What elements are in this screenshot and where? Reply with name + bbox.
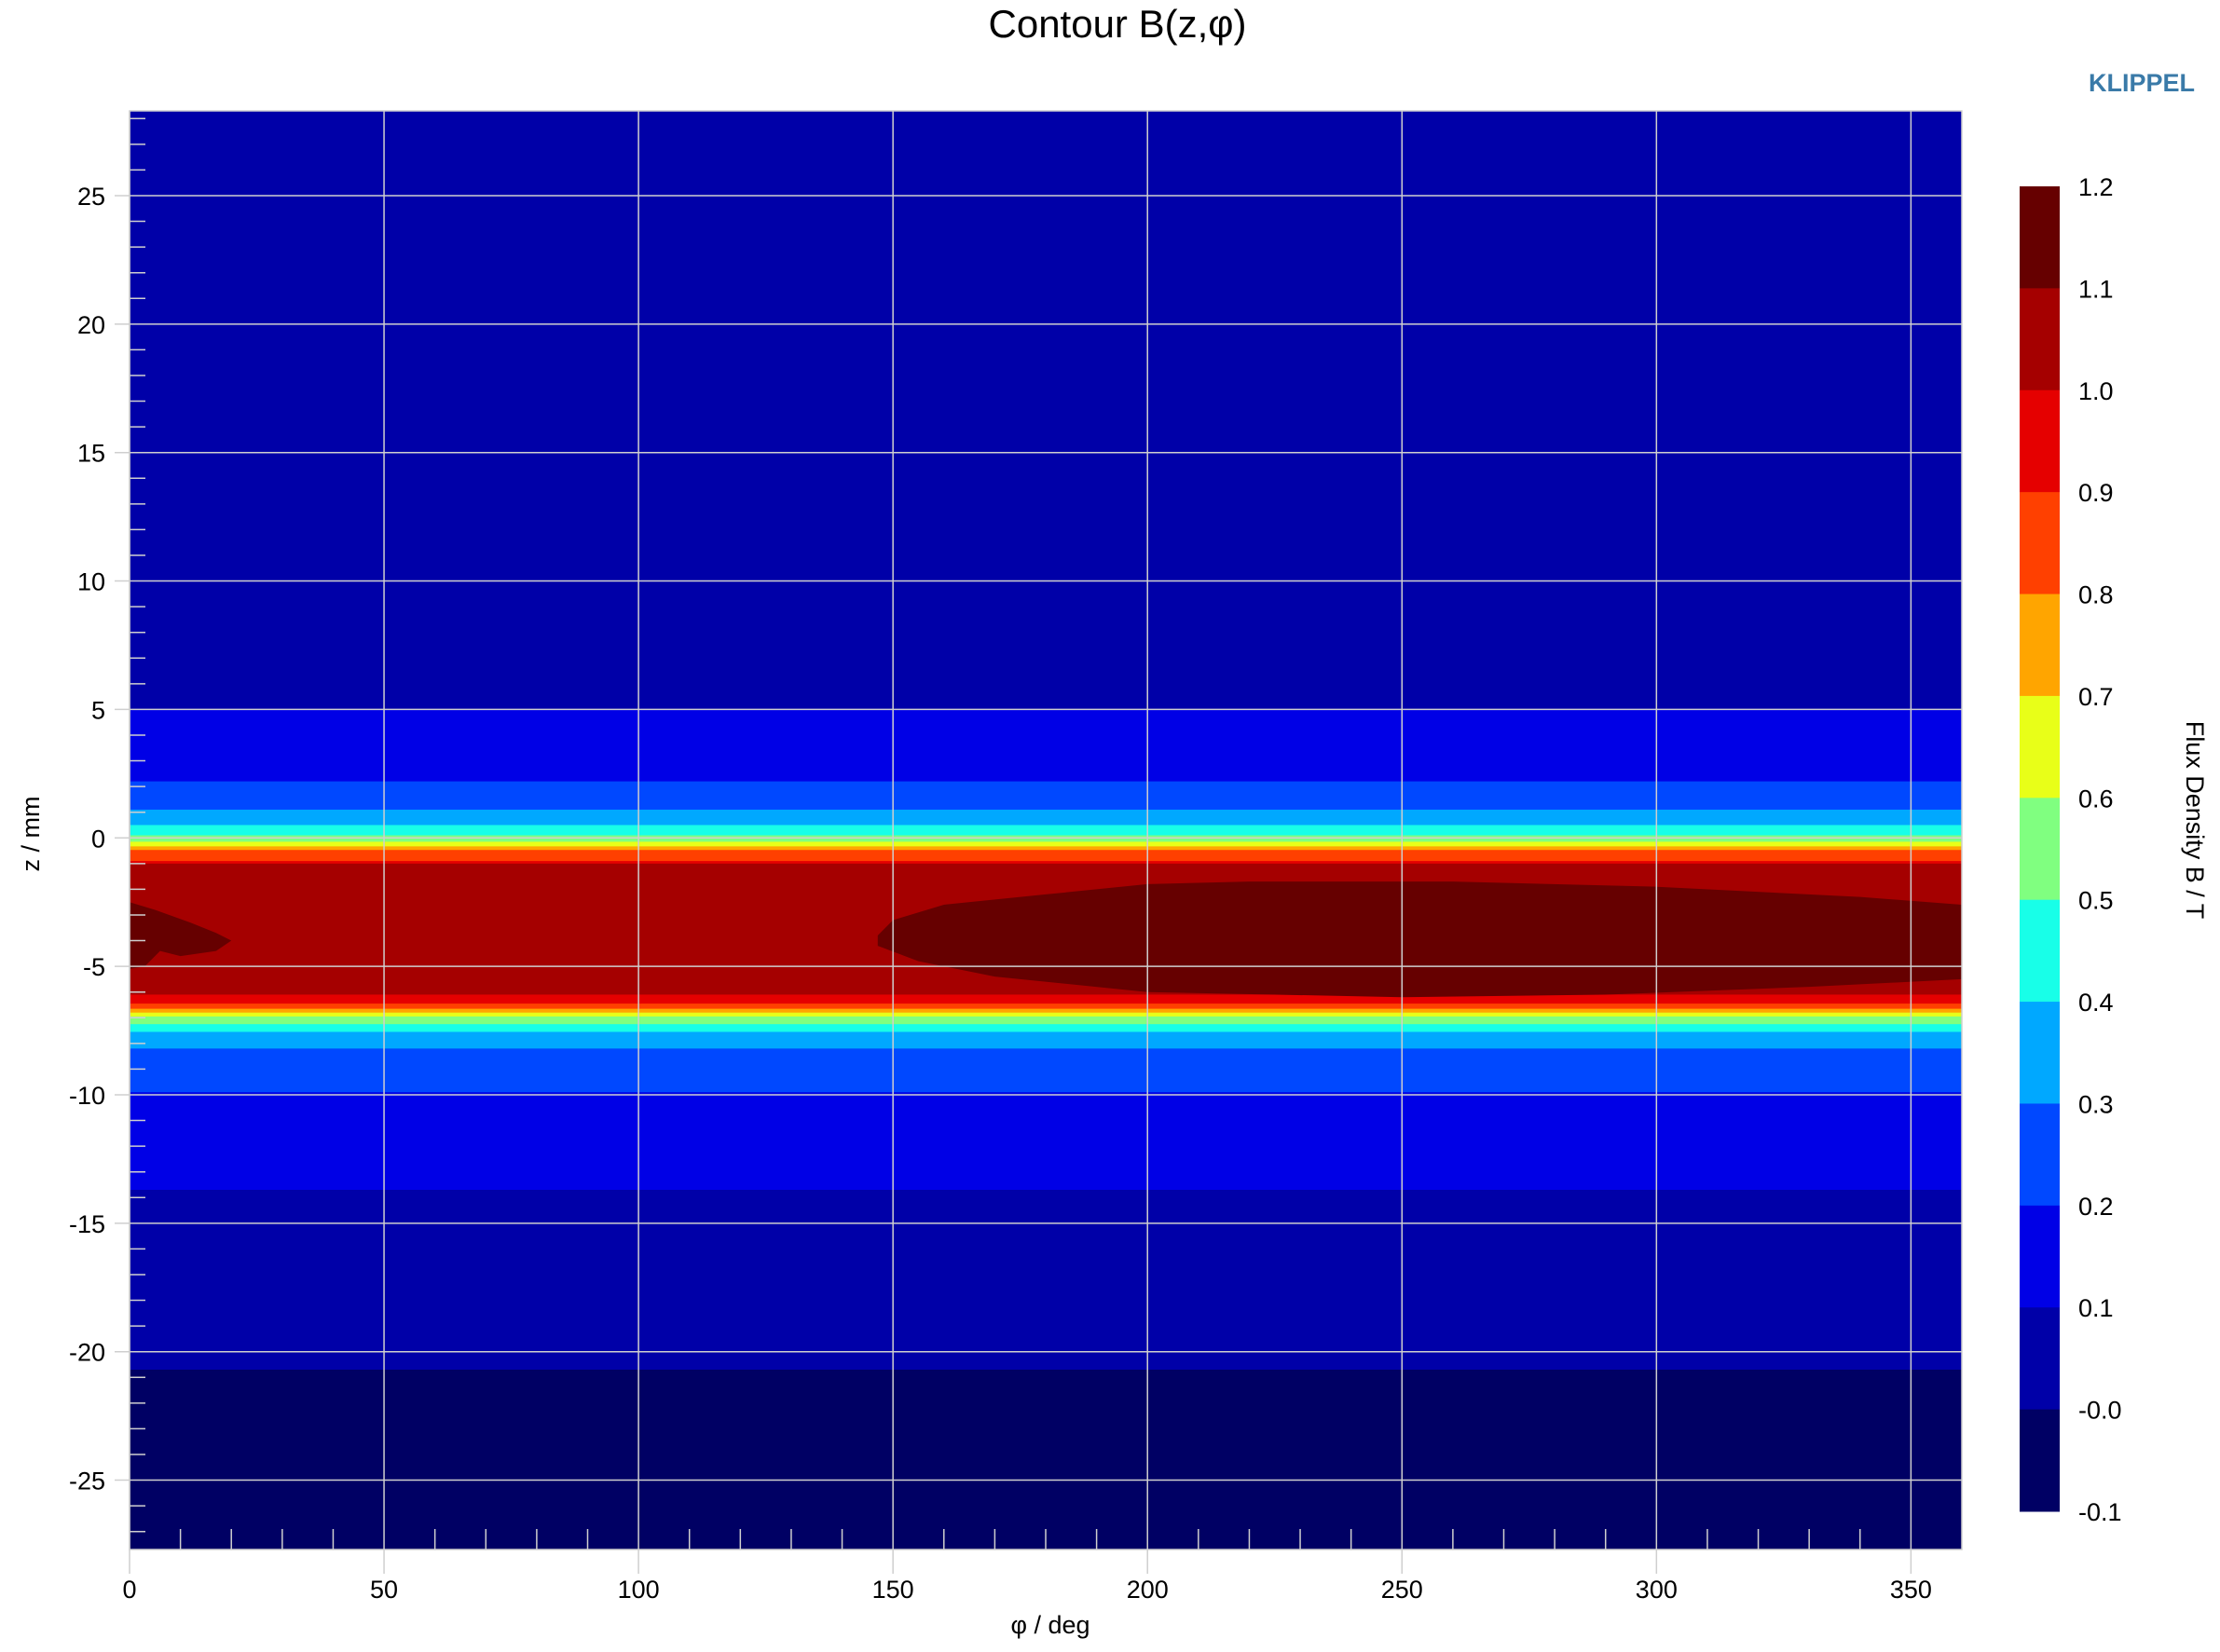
colorbar-swatch (2020, 492, 2060, 595)
plot-area (130, 111, 1962, 1550)
colorbar-swatch (2020, 389, 2060, 493)
y-tick-label: -10 (69, 1082, 105, 1110)
colorbar-tick-label: 1.1 (2078, 275, 2114, 303)
y-tick-label: 15 (77, 440, 105, 468)
colorbar-tick-label: 0.4 (2078, 989, 2114, 1017)
contour-band (130, 1024, 1962, 1032)
colorbar-tick-label: 1.2 (2078, 173, 2114, 201)
colorbar-swatch (2020, 594, 2060, 697)
colorbar-tick-label: 0.6 (2078, 785, 2114, 812)
y-tick-label: 20 (77, 311, 105, 339)
colorbar-tick-label: -0.0 (2078, 1397, 2122, 1425)
colorbar-swatch (2020, 1205, 2060, 1308)
colorbar-tick-label: -0.1 (2078, 1498, 2122, 1526)
y-tick-label: 25 (77, 183, 105, 211)
contour-band (130, 846, 1962, 851)
colorbar-swatch (2020, 1409, 2060, 1512)
colorbar: 1.2 1.1 1.0 0.9 0.8 0.7 0.6 0.5 0.4 0.3 0.2 0.1 -0.0… (2020, 173, 2122, 1526)
contour-band (130, 111, 1962, 710)
contour-band (130, 809, 1962, 826)
colorbar-swatch (2020, 798, 2060, 901)
contour-band (130, 709, 1962, 783)
contour-band (130, 850, 1962, 862)
chart-title: Contour B(z,φ) (989, 2, 1247, 46)
x-tick-label: 0 (122, 1576, 136, 1604)
colorbar-tick-label: 0.1 (2078, 1294, 2114, 1322)
contour-band (130, 1190, 1962, 1371)
contour-band (130, 994, 1962, 1004)
y-tick-label: 0 (91, 825, 105, 853)
contour-band (130, 1048, 1962, 1093)
colorbar-swatch (2020, 186, 2060, 289)
contour-band (130, 1003, 1962, 1010)
colorbar-tick-label: 0.9 (2078, 479, 2114, 507)
contour-band (130, 1092, 1962, 1191)
grid (115, 110, 1963, 1574)
colorbar-swatch (2020, 899, 2060, 1003)
colorbar-label: Flux Density B / T (2181, 721, 2209, 920)
y-tick-label: -25 (69, 1468, 105, 1495)
colorbar-swatch (2020, 1103, 2060, 1207)
colorbar-swatch (2020, 288, 2060, 391)
y-tick-label: 5 (91, 696, 105, 724)
y-tick-label: -5 (83, 953, 105, 981)
contour-band (130, 1031, 1962, 1049)
plot-border (129, 110, 1963, 1550)
x-tick-label: 200 (1127, 1576, 1169, 1604)
x-axis: 0 50 100 150 200 250 300 350 (122, 1576, 1931, 1604)
y-tick-label: 10 (77, 568, 105, 596)
contour-band (130, 1370, 1962, 1550)
y-axis: 25 20 15 10 5 0 -5 -10 -15 -20 -25 (69, 183, 105, 1495)
x-tick-label: 50 (370, 1576, 398, 1604)
contour-region (130, 902, 232, 969)
colorbar-tick-label: 0.7 (2078, 683, 2114, 711)
y-axis-label: z / mm (17, 797, 45, 872)
contour-band (130, 835, 1962, 842)
contour-band (130, 825, 1962, 837)
contour-band (130, 1012, 1962, 1017)
x-tick-label: 250 (1381, 1576, 1423, 1604)
y-tick-label: -20 (69, 1339, 105, 1367)
colorbar-tick-label: 0.3 (2078, 1090, 2114, 1118)
x-tick-label: 300 (1636, 1576, 1678, 1604)
contour-region (877, 881, 1962, 998)
colorbar-swatch (2020, 1307, 2060, 1411)
colorbar-swatch (2020, 1002, 2060, 1104)
x-tick-label: 150 (872, 1576, 914, 1604)
contour-band (130, 861, 1962, 865)
x-tick-label: 100 (618, 1576, 660, 1604)
contour-band (130, 1016, 1962, 1025)
contour-band (130, 781, 1962, 811)
x-tick-label: 350 (1890, 1576, 1932, 1604)
contour-band (130, 1008, 1962, 1014)
colorbar-tick-label: 1.0 (2078, 377, 2114, 405)
x-axis-label: φ / deg (1010, 1611, 1089, 1639)
contour-band (130, 841, 1962, 847)
colorbar-tick-label: 0.2 (2078, 1193, 2114, 1221)
colorbar-tick-label: 0.5 (2078, 887, 2114, 915)
colorbar-tick-label: 0.8 (2078, 581, 2114, 609)
brand-logo: KLIPPEL (2089, 69, 2195, 97)
colorbar-swatch (2020, 695, 2060, 799)
y-tick-label: -15 (69, 1210, 105, 1238)
